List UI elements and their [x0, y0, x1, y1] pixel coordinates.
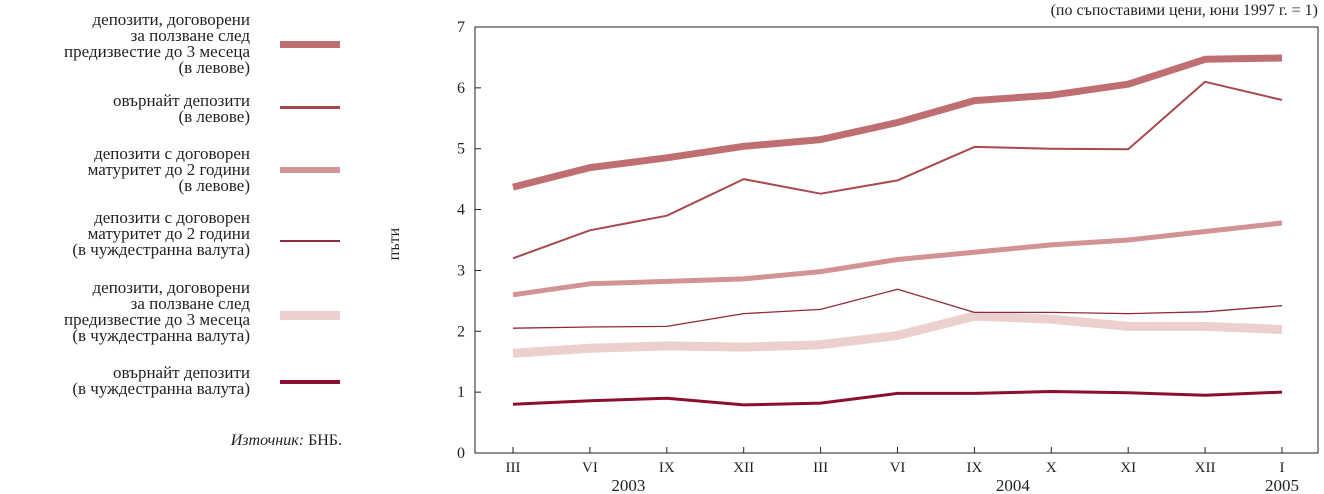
legend-swatch: [280, 311, 340, 320]
y-tick-label: 2: [457, 323, 465, 340]
series-line: [512, 220, 1283, 298]
source-prefix: Източник:: [230, 432, 305, 449]
x-tick-label: IX: [966, 460, 982, 476]
y-tick-label: 4: [457, 202, 465, 219]
legend-swatch: [280, 240, 340, 242]
plot-frame: [474, 26, 1319, 454]
legend-item: депозити с договорен матуритет до 2 годи…: [0, 144, 350, 196]
legend-label: депозити, договорени за ползване след пр…: [64, 278, 250, 345]
y-tick-label: 3: [457, 262, 465, 279]
y-tick-label: 1: [457, 384, 465, 401]
chart-note: (по съпоставими цени, юни 1997 г. = 1): [1050, 2, 1318, 19]
x-tick-label: XII: [733, 460, 754, 476]
series-line: [512, 390, 1283, 407]
legend-swatch: [280, 106, 340, 109]
x-tick-label: III: [813, 460, 828, 476]
legend-swatch: [280, 41, 340, 48]
x-tick-label: XII: [1195, 460, 1216, 476]
legend-item: овърнайт депозити (в чуждестранна валута…: [0, 363, 350, 399]
x-tick-label: IX: [659, 460, 675, 476]
y-tick-label: 7: [457, 19, 465, 36]
y-tick-label: 5: [457, 141, 465, 158]
source-text: БНБ.: [304, 432, 342, 449]
series-line: [512, 288, 1283, 329]
source-note: Източник: БНБ.: [231, 432, 342, 450]
year-label: 2003: [611, 476, 645, 494]
legend-swatch: [280, 167, 340, 173]
legend-item: депозити с договорен матуритет до 2 годи…: [0, 208, 350, 260]
x-tick-label: VI: [890, 460, 906, 476]
y-tick-label: 0: [457, 445, 465, 462]
legend-item: депозити, договорени за ползване след пр…: [0, 278, 350, 346]
x-tick-label: X: [1046, 460, 1057, 476]
x-tick-label: VI: [582, 460, 598, 476]
series-line: [512, 311, 1283, 358]
legend-label: депозити, договорени за ползване след пр…: [64, 10, 250, 77]
x-tick-label: I: [1280, 460, 1285, 476]
legend-item: овърнайт депозити (в левове): [0, 91, 350, 127]
legend-item: депозити, договорени за ползване след пр…: [0, 10, 350, 78]
year-label: 2005: [1265, 476, 1299, 494]
chart-legend: депозити, договорени за ползване след пр…: [0, 0, 350, 494]
x-tick-label: III: [506, 460, 521, 476]
y-tick-label: 6: [457, 80, 465, 97]
year-label: 2004: [996, 476, 1031, 494]
series-line: [512, 80, 1283, 260]
legend-label: овърнайт депозити (в чуждестранна валута…: [72, 363, 250, 398]
series-line: [512, 54, 1283, 191]
legend-label: депозити с договорен матуритет до 2 годи…: [72, 208, 250, 259]
legend-swatch: [280, 380, 340, 384]
legend-label: депозити с договорен матуритет до 2 годи…: [87, 144, 250, 195]
legend-label: овърнайт депозити (в левове): [113, 91, 250, 126]
x-tick-label: XI: [1120, 460, 1136, 476]
